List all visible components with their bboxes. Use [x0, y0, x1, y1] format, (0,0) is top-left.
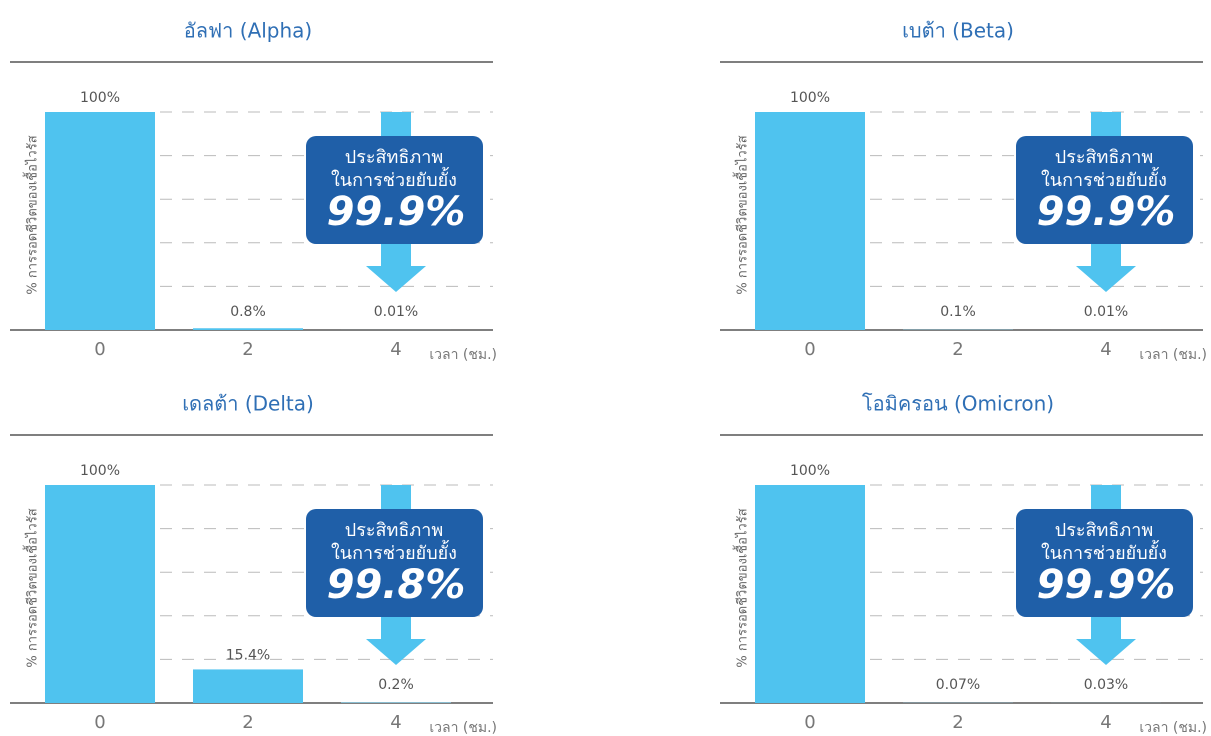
- value-label: 15.4%: [226, 647, 270, 663]
- callout-line1: ประสิทธิภาพ: [345, 520, 443, 541]
- x-tick-label: 2: [242, 712, 253, 733]
- x-tick-label: 2: [952, 339, 963, 360]
- chart-title: โอมิครอน (Omicron): [862, 392, 1054, 416]
- value-label: 0.8%: [230, 304, 266, 320]
- value-label: 100%: [80, 463, 120, 479]
- value-label: 0.07%: [936, 677, 980, 693]
- callout-box: [306, 136, 483, 244]
- callout-value: 99.9%: [1037, 562, 1176, 608]
- x-tick-label: 0: [94, 339, 105, 360]
- x-tick-label: 4: [1100, 712, 1111, 733]
- callout-arrow-head: [366, 639, 426, 665]
- y-axis-label: % การรอดชีวิตของเชื้อไวรัส: [23, 135, 41, 294]
- value-label: 100%: [790, 90, 830, 106]
- value-label: 100%: [80, 90, 120, 106]
- x-tick-label: 2: [952, 712, 963, 733]
- x-axis-label: เวลา (ชม.): [429, 720, 497, 736]
- value-label: 100%: [790, 463, 830, 479]
- bar: [193, 669, 303, 703]
- x-axis-label: เวลา (ชม.): [1139, 347, 1207, 363]
- value-label: 0.01%: [374, 304, 418, 320]
- y-axis-label: % การรอดชีวิตของเชื้อไวรัส: [733, 135, 751, 294]
- callout-arrow-head: [1076, 639, 1136, 665]
- value-label: 0.01%: [1084, 304, 1128, 320]
- x-tick-label: 0: [804, 339, 815, 360]
- callout-line2: ในการช่วยยับยั้ง: [331, 540, 457, 564]
- chart-panel: อัลฟา (Alpha) % การรอดชีวิตของเชื้อไวรัส ป…: [10, 19, 497, 363]
- bar: [755, 112, 865, 330]
- chart-title: เบต้า (Beta): [902, 19, 1014, 43]
- x-axis-label: เวลา (ชม.): [1139, 720, 1207, 736]
- bar: [755, 485, 865, 703]
- callout-arrow-head: [1076, 266, 1136, 292]
- chart-title: เดลต้า (Delta): [182, 392, 314, 416]
- callout-box: [1016, 509, 1193, 617]
- x-axis-label: เวลา (ชม.): [429, 347, 497, 363]
- callout-line1: ประสิทธิภาพ: [345, 147, 443, 168]
- x-tick-label: 4: [390, 339, 401, 360]
- chart-panel: เดลต้า (Delta) % การรอดชีวิตของเชื้อไวรัส…: [10, 392, 497, 736]
- chart-panel: โอมิครอน (Omicron) % การรอดชีวิตของเชื้อไ…: [720, 392, 1207, 736]
- callout-value: 99.8%: [327, 562, 466, 608]
- x-tick-label: 0: [804, 712, 815, 733]
- x-tick-label: 4: [1100, 339, 1111, 360]
- value-label: 0.2%: [378, 677, 414, 693]
- callout-line1: ประสิทธิภาพ: [1055, 147, 1153, 168]
- callout-line2: ในการช่วยยับยั้ง: [331, 167, 457, 191]
- value-label: 0.1%: [940, 304, 976, 320]
- callout-line2: ในการช่วยยับยั้ง: [1041, 167, 1167, 191]
- value-label: 0.03%: [1084, 677, 1128, 693]
- y-axis-label: % การรอดชีวิตของเชื้อไวรัส: [733, 508, 751, 667]
- chart-title: อัลฟา (Alpha): [184, 19, 313, 43]
- callout-line1: ประสิทธิภาพ: [1055, 520, 1153, 541]
- callout-value: 99.9%: [327, 189, 466, 235]
- x-tick-label: 0: [94, 712, 105, 733]
- callout-arrow-head: [366, 266, 426, 292]
- x-tick-label: 2: [242, 339, 253, 360]
- bar: [193, 328, 303, 330]
- callout-box: [1016, 136, 1193, 244]
- callout-box: [306, 509, 483, 617]
- chart-panel: เบต้า (Beta) % การรอดชีวิตของเชื้อไวรัส ปร…: [720, 19, 1207, 363]
- x-tick-label: 4: [390, 712, 401, 733]
- bar: [45, 485, 155, 703]
- callout-line2: ในการช่วยยับยั้ง: [1041, 540, 1167, 564]
- bar: [45, 112, 155, 330]
- y-axis-label: % การรอดชีวิตของเชื้อไวรัส: [23, 508, 41, 667]
- callout-value: 99.9%: [1037, 189, 1176, 235]
